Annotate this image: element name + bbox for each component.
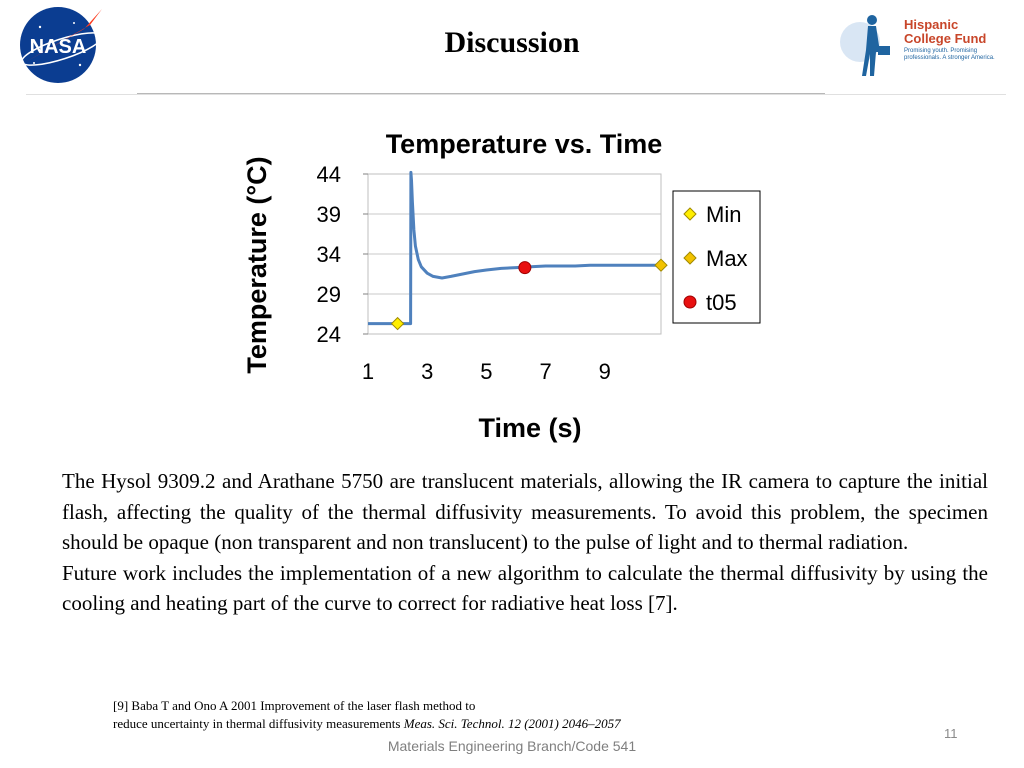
y-axis-label: Temperature (°C) bbox=[242, 156, 272, 373]
hcf-logo-tagline: Promising youth. Promising professionals… bbox=[904, 48, 995, 61]
footer: Materials Engineering Branch/Code 541 bbox=[387, 738, 637, 754]
chart-title: Temperature vs. Time bbox=[386, 129, 663, 159]
x-tick-label-1: 3 bbox=[421, 359, 433, 384]
x-axis-ticks: 1 3 5 7 9 bbox=[362, 359, 611, 384]
nasa-logo: NASA bbox=[10, 5, 106, 85]
y-tick-label-3: 29 bbox=[317, 282, 341, 307]
title-divider-accent bbox=[137, 93, 825, 94]
reference: [9] Baba T and Ono A 2001 Improvement of… bbox=[113, 697, 621, 733]
legend-min-swatch bbox=[683, 207, 697, 221]
discussion-paragraph-2: Future work includes the implementation … bbox=[62, 560, 988, 616]
y-tick-label-2: 34 bbox=[317, 242, 341, 267]
temperature-chart: Temperature vs. Time 44 39 34 29 24 1 3 5 7 9 Te… bbox=[242, 129, 761, 443]
marker-t05 bbox=[518, 261, 532, 275]
legend-items: Min Max t05 bbox=[683, 202, 748, 315]
y-tick-label-1: 39 bbox=[317, 202, 341, 227]
x-axis-label: Time (s) bbox=[478, 413, 581, 443]
x-tick-label-3: 7 bbox=[539, 359, 551, 384]
body-text: The Hysol 9309.2 and Arathane 5750 are t… bbox=[62, 466, 988, 619]
reference-line-2: reduce uncertainty in thermal diffusivit… bbox=[113, 715, 621, 733]
hcf-logo-line1: Hispanic bbox=[904, 17, 959, 32]
slide-title: Discussion bbox=[444, 26, 580, 59]
page-number: 11 bbox=[944, 726, 958, 741]
reference-line-1: [9] Baba T and Ono A 2001 Improvement of… bbox=[113, 698, 476, 713]
series-markers bbox=[390, 258, 668, 331]
legend-min-label: Min bbox=[706, 202, 741, 227]
reference-line-2-text: reduce uncertainty in thermal diffusivit… bbox=[113, 716, 404, 731]
y-tick-label-0: 44 bbox=[317, 162, 341, 187]
marker-max bbox=[654, 258, 668, 272]
x-tick-label-2: 5 bbox=[480, 359, 492, 384]
hcf-logo-line2: College Fund bbox=[904, 31, 987, 46]
x-tick-label-0: 1 bbox=[362, 359, 374, 384]
discussion-paragraph-1: The Hysol 9309.2 and Arathane 5750 are t… bbox=[62, 469, 988, 554]
marker-min bbox=[390, 316, 405, 331]
hispanic-college-fund-logo: Hispanic College Fund Promising youth. P… bbox=[838, 12, 1018, 82]
x-tick-label-4: 9 bbox=[599, 359, 611, 384]
legend-max-swatch bbox=[683, 251, 697, 265]
nasa-logo-text: NASA bbox=[30, 36, 87, 58]
y-tick-label-4: 24 bbox=[317, 322, 341, 347]
y-axis-ticks: 44 39 34 29 24 bbox=[317, 162, 368, 347]
reference-journal: Meas. Sci. Technol. 12 (2001) 2046–2057 bbox=[403, 716, 621, 731]
series-line bbox=[368, 170, 661, 326]
legend-max-label: Max bbox=[706, 246, 748, 271]
legend-t05-label: t05 bbox=[706, 290, 737, 315]
title-divider bbox=[26, 94, 1006, 95]
legend-t05-swatch bbox=[683, 295, 697, 309]
